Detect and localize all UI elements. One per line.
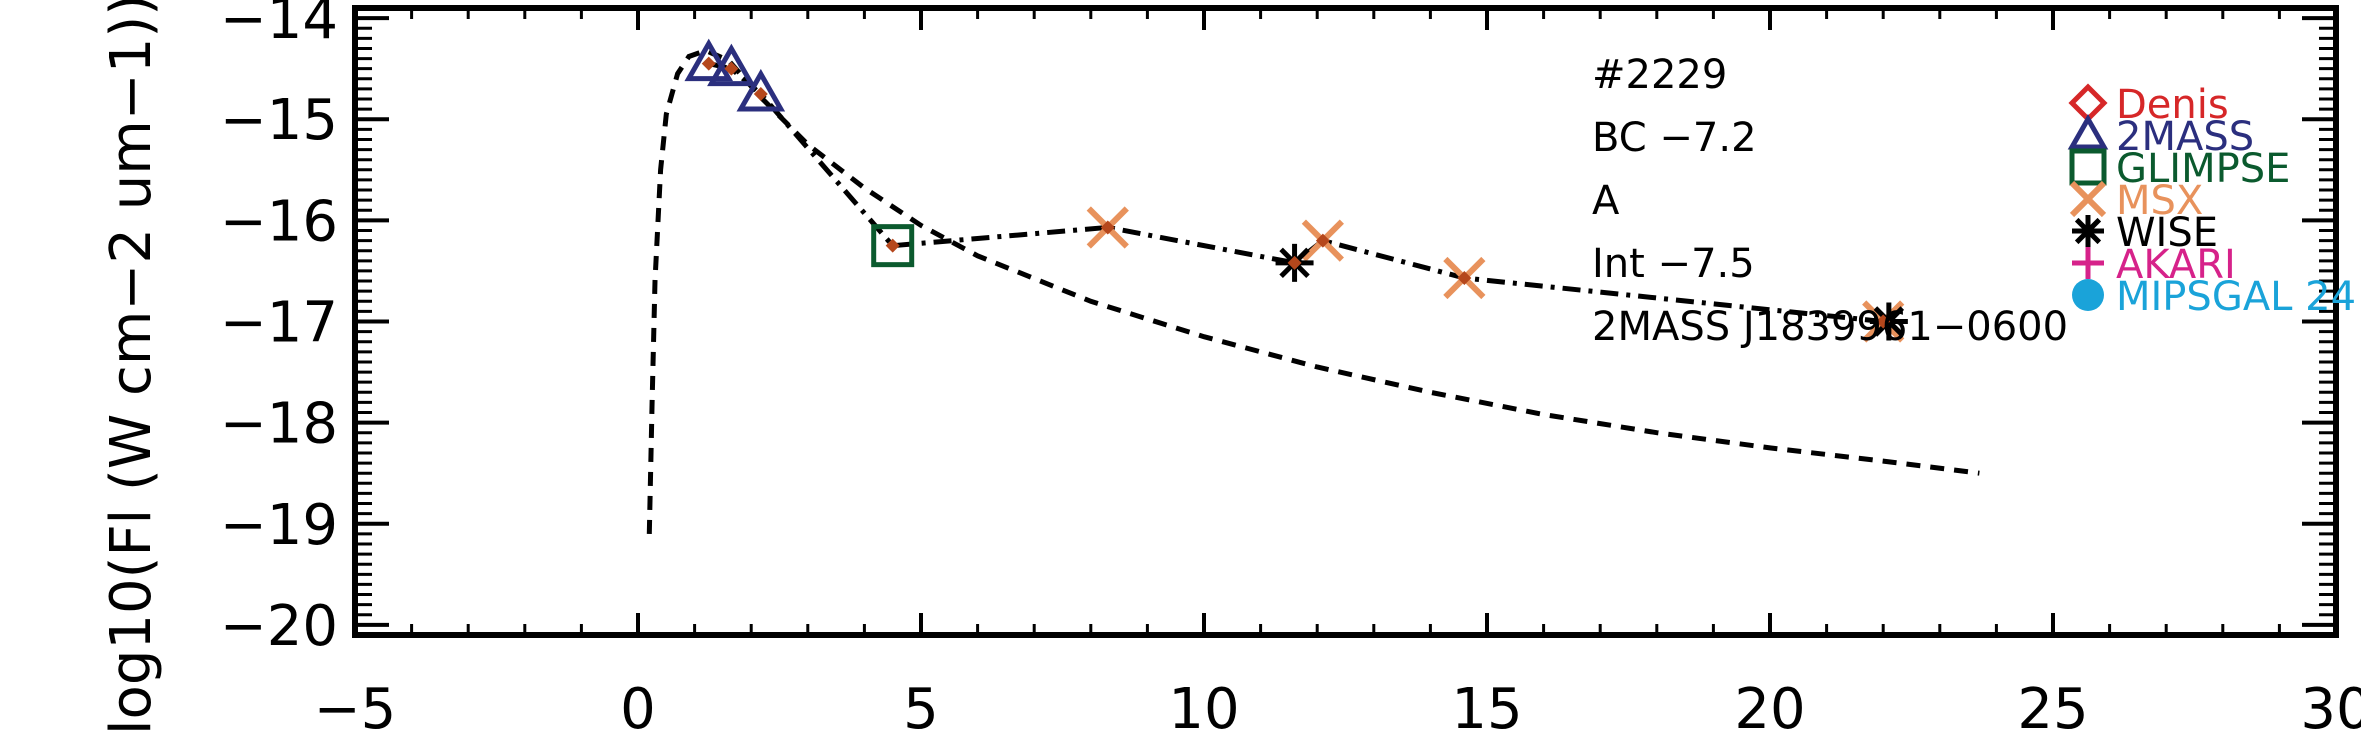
marker-dot-shape [1287,255,1302,270]
axis-tick-labels: −5 0 5 10 15 20 25 30 −20 −19 −18 −17 −16 −15 −14 [220,0,2361,742]
legend-label: MIPSGAL 24 [2116,274,2356,320]
x-tick-label: 15 [1451,677,1522,742]
model-dashed-curve [646,47,1980,534]
markers [684,38,1908,343]
legend-label: GLIMPSE [2116,146,2290,192]
y-tick-label: −15 [220,88,338,153]
marker-dot-shape [1100,220,1115,235]
legend-marker [2069,180,2107,218]
data-point-measured [753,86,768,101]
legend-marker [2072,247,2104,279]
y-tick-label: −20 [220,594,338,659]
legend-marker [2069,148,2107,186]
y-tick-label: −17 [220,291,338,356]
legend-item: MIPSGAL 24 [2072,274,2356,320]
data-point-measured [701,56,716,71]
data-point-2mass [684,38,734,82]
dash-dot-curve [708,61,1884,324]
data-point-measured [1100,220,1115,235]
marker-triangle-shape [684,38,734,82]
x-tick-label: 30 [2300,677,2361,742]
data-point-measured [1457,271,1472,286]
data-point-2mass [707,43,756,87]
annotation-text: BC −7.2 [1592,115,1757,161]
annotation-text: #2229 [1592,52,1727,98]
annotation-text: 2MASS J1839961−0600 [1592,304,2068,350]
data-point-measured [1287,255,1302,270]
x-tick-label: 0 [620,677,656,742]
data-point-measured [1876,314,1891,329]
x-tick-label: 5 [903,677,939,742]
legend-marker [2067,113,2109,150]
legend-item: AKARI [2072,242,2236,288]
legend-item: MSX [2069,178,2203,224]
y-tick-label: −14 [220,0,338,52]
x-tick-label: 25 [2017,677,2088,742]
legend-marker [2072,279,2104,311]
legend-label: WISE [2116,210,2218,256]
marker-dot-shape [1315,233,1330,248]
legend-label: Denis [2116,82,2229,128]
axis-ticks [353,8,2338,637]
data-point-measured [724,61,739,76]
x-tick-label: 10 [1168,677,1239,742]
curves [646,47,1980,534]
marker-dot-shape [885,238,900,253]
y-axis-label: log10(Fl (W cm−2 um−1)) [99,0,164,735]
legend-item: WISE [2072,210,2218,256]
data-point-measured [1315,233,1330,248]
legend-label: MSX [2116,178,2203,224]
data-point-glimpse [871,224,915,268]
marker-triangle-shape [2067,113,2109,150]
marker-dot-shape [701,56,716,71]
annotation-text: Int −7.5 [1592,241,1755,287]
annotations: #2229 BC −7.2 A Int −7.5 2MASS J1839961−0600 [1592,52,2068,350]
legend-label: 2MASS [2116,114,2254,160]
marker-triangle-shape [736,68,786,112]
x-tick-label: −5 [314,677,397,742]
marker-dot-shape [724,61,739,76]
marker-dot-shape [1457,271,1472,286]
legend-item: 2MASS [2067,113,2254,160]
marker-dot-shape [753,86,768,101]
annotation-text: A [1592,178,1620,224]
y-tick-label: −16 [220,189,338,254]
marker-square-shape [2069,148,2107,186]
legend-label: AKARI [2116,242,2236,288]
x-tick-label: 20 [1734,677,1805,742]
legend-marker [2072,215,2104,247]
data-point-2mass [736,68,786,112]
marker-asterisk-stroke [2074,217,2102,245]
data-point-measured [885,238,900,253]
y-tick-label: −19 [220,493,338,558]
legend-item: GLIMPSE [2069,146,2290,192]
legend-item: Denis [2068,82,2229,128]
marker-dot-shape [1876,314,1891,329]
marker-triangle-shape [707,43,756,87]
marker-circle-shape [2072,279,2104,311]
marker-square-shape [871,224,915,268]
y-tick-label: −18 [220,392,338,457]
marker-x-stroke [2069,180,2107,218]
